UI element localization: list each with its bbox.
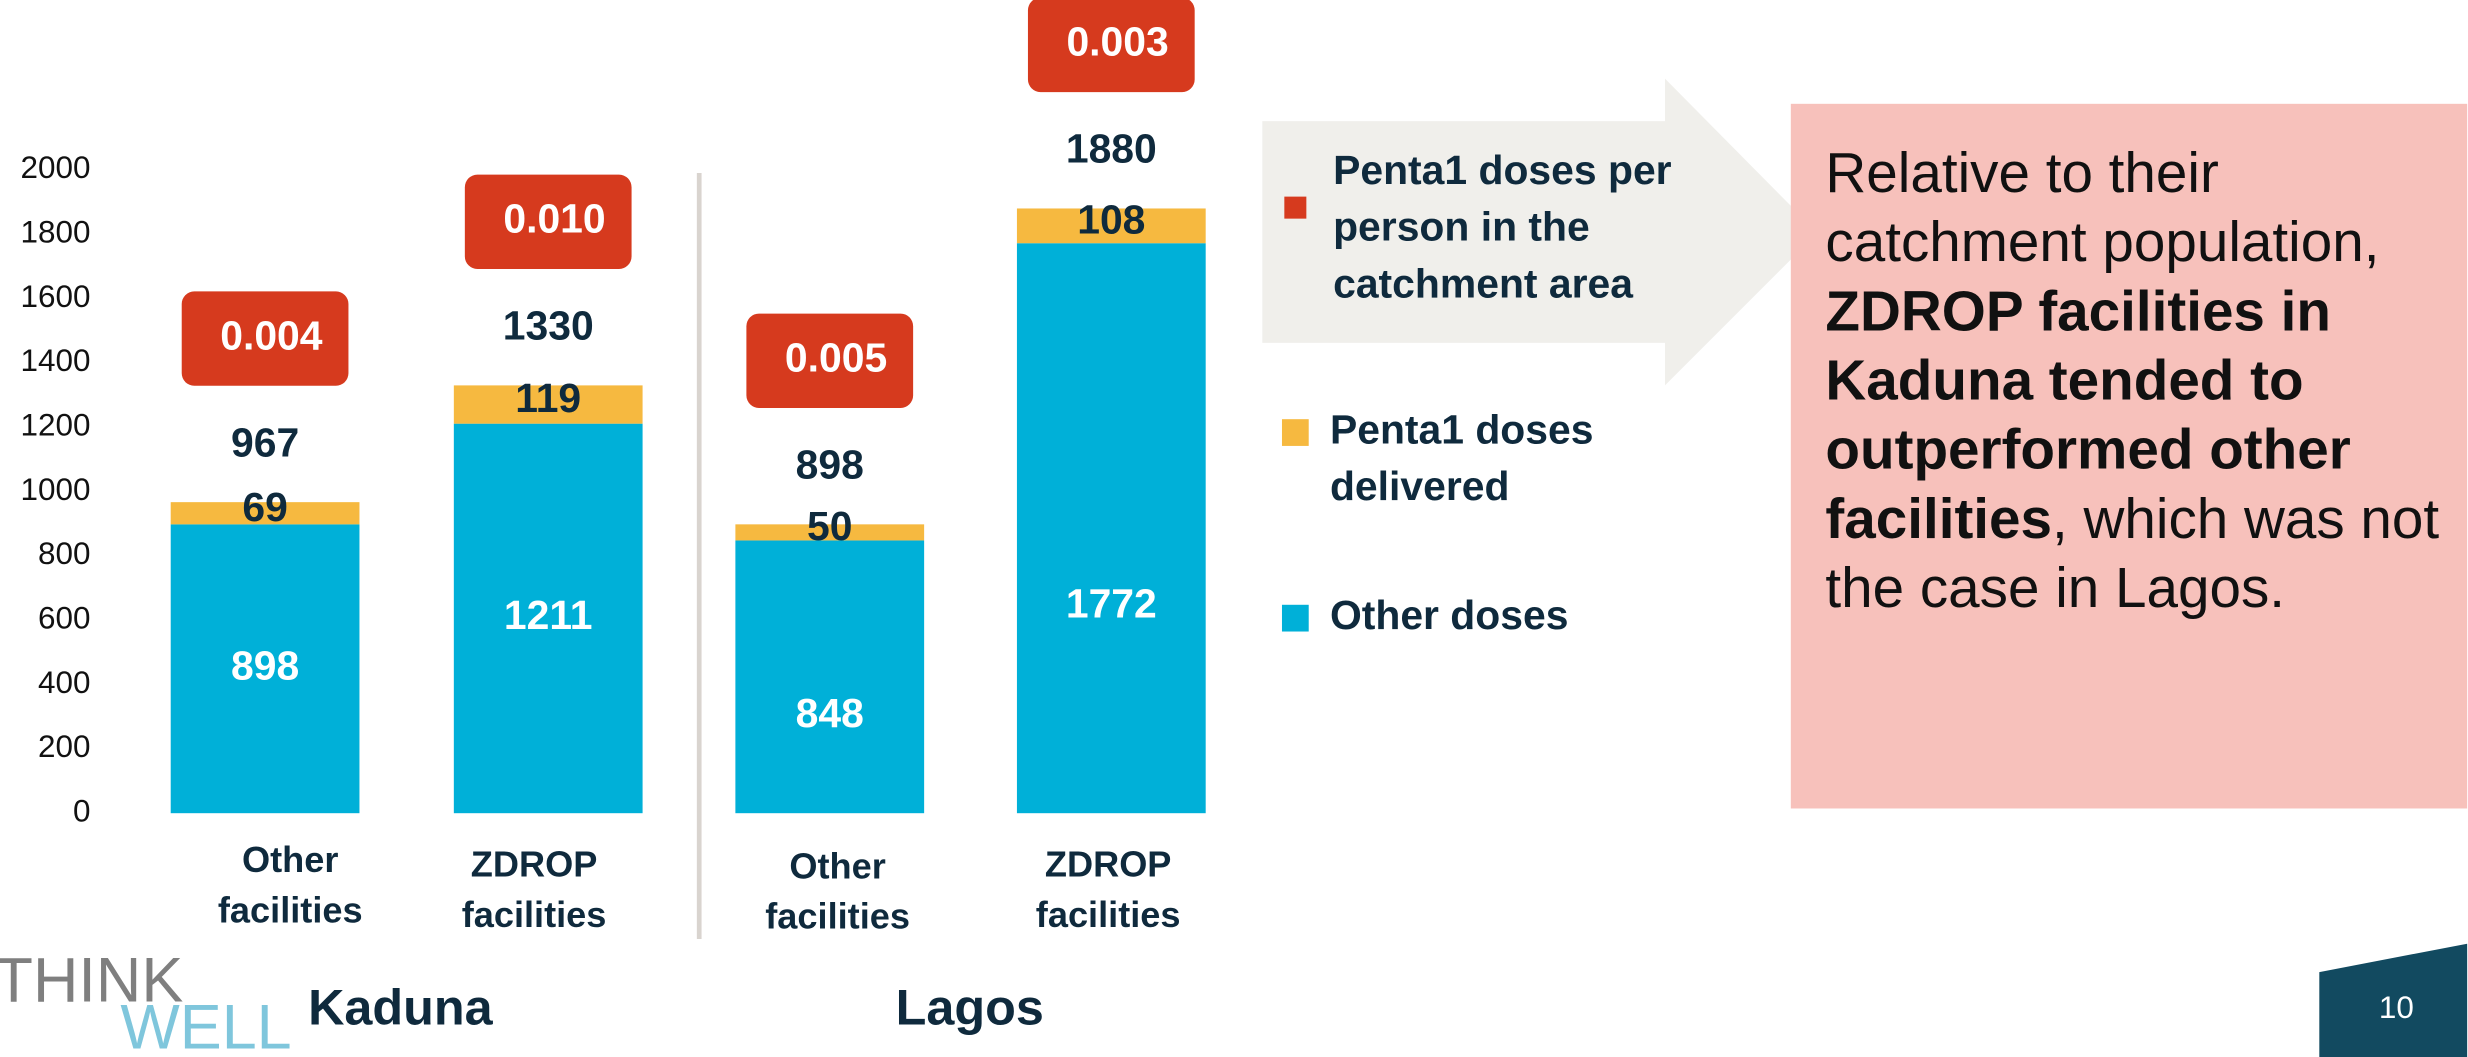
page-badge (2319, 943, 2468, 1057)
bar-segment (453, 423, 643, 814)
y-tick-label: 200 (38, 729, 90, 764)
total-label: 967 (231, 419, 299, 465)
y-tick-label: 400 (38, 665, 90, 700)
y-tick-label: 1600 (21, 279, 91, 314)
rate-label: 0.004 (220, 312, 323, 358)
bar-segment (735, 524, 925, 541)
y-tick-label: 0 (73, 794, 90, 829)
y-tick-label: 1200 (21, 408, 91, 443)
total-label: 1880 (1066, 126, 1157, 172)
legend-label: Other doses (1330, 592, 1569, 638)
rate-box (746, 313, 914, 408)
segment-label: 50 (807, 503, 852, 549)
legend-swatch (1281, 604, 1309, 632)
callout-box (1790, 103, 2468, 809)
y-tick-label: 1800 (21, 215, 91, 250)
segment-label: 1211 (504, 592, 593, 638)
segment-label: 108 (1077, 196, 1145, 242)
group-label: Lagos (896, 979, 1044, 1036)
logo-well: WELL (120, 992, 291, 1057)
legend-label: Penta1 doses delivered (1330, 406, 1594, 509)
x-tick-label: Other facilities (765, 845, 910, 936)
legend-arrow (1262, 78, 1818, 386)
bar-segment (1016, 208, 1206, 244)
segment-label: 848 (796, 690, 864, 736)
segment-label: 69 (242, 484, 287, 530)
y-tick-label: 1000 (21, 472, 91, 507)
callout-part: Relative to their catchment population, (1825, 139, 2380, 274)
rate-label: 0.010 (503, 196, 605, 242)
segment-label: 1772 (1066, 581, 1157, 627)
callout-part: , which was not the case in Lagos. (1825, 486, 2440, 620)
y-tick-label: 600 (38, 601, 90, 636)
legend-label: Penta1 doses per person in the catchment a… (1333, 147, 1672, 306)
bar-segment (170, 524, 360, 814)
bar-segment (1016, 243, 1206, 814)
bar-segment (170, 502, 360, 525)
y-tick-label: 2000 (21, 150, 91, 185)
rate-box (1027, 0, 1195, 93)
callout-text: Relative to their catchment population, … (1825, 138, 2454, 622)
x-tick-label: Other facilities (218, 839, 363, 930)
rate-label: 0.005 (785, 335, 887, 381)
logo-think: THINK (0, 945, 183, 1015)
total-label: 898 (796, 442, 864, 488)
rate-box (464, 174, 632, 269)
rate-box (181, 291, 349, 386)
legend-swatch (1284, 196, 1307, 219)
y-tick-label: 800 (38, 536, 90, 571)
legend-swatch (1281, 419, 1309, 446)
callout-part: ZDROP facilities in Kaduna tended to out… (1825, 278, 2351, 551)
bar-segment (735, 540, 925, 814)
total-label: 1330 (503, 303, 594, 349)
group-label: Kaduna (308, 979, 494, 1036)
page-number: 10 (2379, 990, 2414, 1025)
x-tick-label: ZDROP facilities (462, 843, 607, 934)
rate-label: 0.003 (1066, 19, 1168, 65)
callout-holder: Relative to their catchment population, … (1825, 138, 2454, 622)
segment-label: 119 (515, 375, 581, 421)
segment-label: 898 (231, 643, 299, 689)
bar-segment (453, 385, 643, 424)
y-tick-label: 1400 (21, 343, 91, 378)
x-tick-label: ZDROP facilities (1036, 843, 1181, 934)
